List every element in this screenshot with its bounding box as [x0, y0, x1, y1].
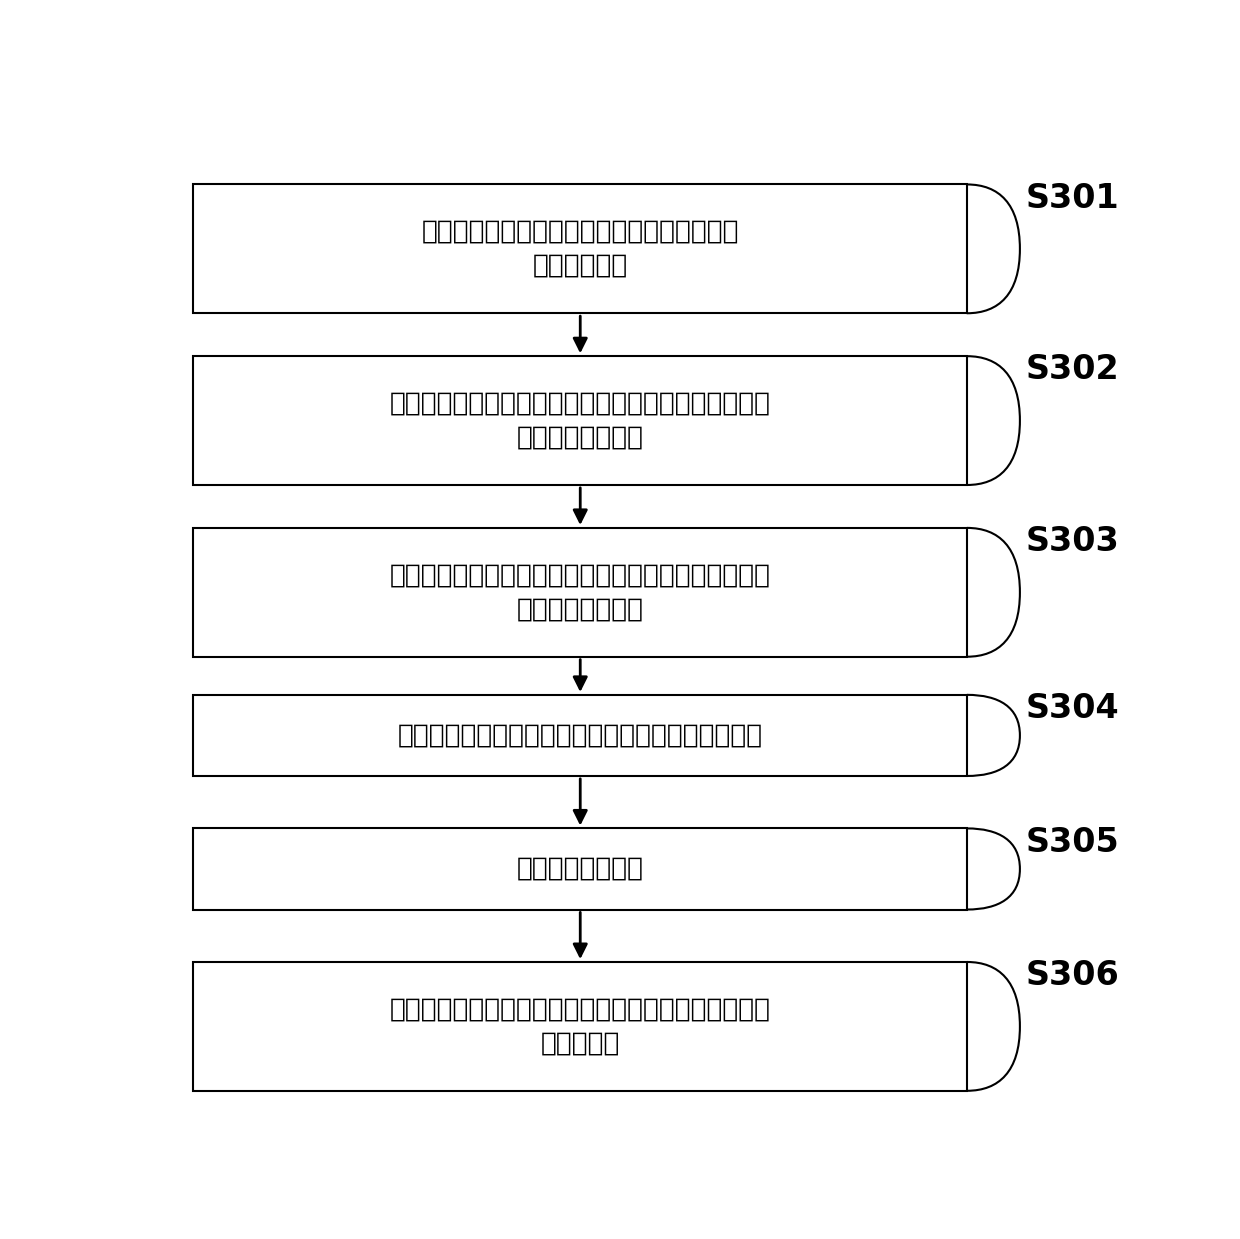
Text: 获取标准电压差值: 获取标准电压差值: [517, 856, 644, 882]
Text: S303: S303: [1025, 525, 1120, 558]
Text: 根据当前电压差值与标准电压差值，确定对冷却液的液
位探测结果: 根据当前电压差值与标准电压差值，确定对冷却液的液 位探测结果: [389, 996, 771, 1057]
Text: S301: S301: [1025, 182, 1120, 214]
FancyBboxPatch shape: [193, 695, 967, 776]
Text: 获取所述液位探头位于所述第二液位时所述液位探测电
路的第二输出电压: 获取所述液位探头位于所述第二液位时所述液位探测电 路的第二输出电压: [389, 563, 771, 622]
FancyBboxPatch shape: [193, 961, 967, 1090]
FancyBboxPatch shape: [193, 528, 967, 657]
Text: S304: S304: [1025, 693, 1120, 725]
FancyBboxPatch shape: [193, 829, 967, 909]
Text: 获取液位探头位于第一液位时液位探测电路的
第一输出电压: 获取液位探头位于第一液位时液位探测电路的 第一输出电压: [422, 219, 739, 279]
FancyBboxPatch shape: [193, 356, 967, 484]
Text: S305: S305: [1025, 825, 1120, 859]
Text: 当所述第一输出电压达到预警输出电压时，转动所述液
位探头至第二液位: 当所述第一输出电压达到预警输出电压时，转动所述液 位探头至第二液位: [389, 390, 771, 451]
FancyBboxPatch shape: [193, 185, 967, 313]
Text: S302: S302: [1025, 353, 1120, 387]
Text: 确定第一输出电压与第二输出电压间的当前电压差值: 确定第一输出电压与第二输出电压间的当前电压差值: [398, 722, 763, 748]
Text: S306: S306: [1025, 959, 1120, 992]
